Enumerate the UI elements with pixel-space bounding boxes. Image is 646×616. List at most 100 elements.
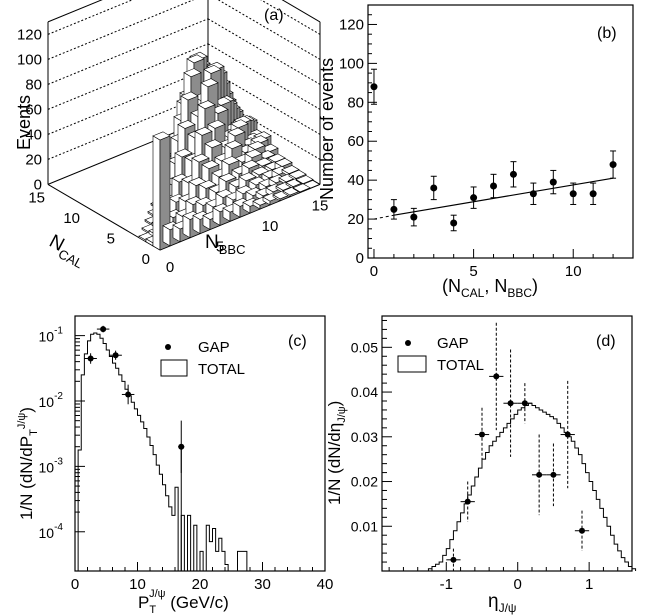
c-y-label-3-base: 10 (39, 525, 55, 541)
b-point (569, 182, 577, 205)
c-y-label-1: 10-2 (39, 391, 64, 410)
a-grid-right-60 (207, 43, 321, 110)
panel-d-ylabel-sub: J/ψ (336, 406, 348, 423)
a-y-tick-10: 10 (262, 218, 279, 235)
panel-b-xlabel-mid: , N (484, 276, 507, 296)
panel-d-gap-points (446, 322, 590, 571)
c-point-marker (100, 326, 107, 333)
c-point-marker (178, 443, 185, 450)
a-grid-right-100 (217, 0, 321, 60)
d-gap-point (489, 322, 504, 431)
panel-a-ylabel-sub: BBC (219, 242, 246, 257)
a-bar-top (295, 175, 314, 184)
a-z-tick-80: 80 (25, 76, 42, 93)
a-bar-top (292, 183, 311, 193)
a-bar-top (180, 91, 199, 101)
panel-d-legend-gap-marker (405, 340, 411, 346)
a-bar (295, 175, 314, 185)
panel-c-xlabel-units: (GeV/c) (165, 593, 228, 612)
panel-c-legend-gap-marker (165, 344, 171, 350)
panel-d-label: (d) (596, 333, 616, 350)
panel-d-legend: GAP TOTAL (397, 335, 484, 374)
b-point-marker (370, 83, 378, 91)
panel-c-xlabel-sup: J/ψ (149, 588, 166, 600)
d-point-marker (564, 431, 571, 438)
panel-c-legend-total: TOTAL (198, 361, 245, 378)
a-y-tick-5: 5 (216, 239, 224, 256)
panel-a-label: (a) (264, 7, 284, 24)
panel-d-xlabel-sub: J/ψ (499, 601, 517, 615)
a-bar-top (152, 131, 171, 141)
d-point-marker (450, 556, 457, 563)
a-x-tick-5: 5 (107, 231, 115, 248)
panel-b-xlabel: (NCAL, NBBC) (442, 276, 538, 300)
a-z-tick-60: 60 (25, 101, 42, 118)
panel-d-ylabel-main: 1/N (dN/dη (325, 423, 344, 505)
c-point-marker (112, 352, 119, 359)
a-bar-top (207, 119, 226, 129)
c-point-marker (87, 355, 94, 362)
c-y-label-3: 10-4 (39, 522, 64, 541)
a-bar (152, 131, 171, 251)
a-x-tick-10: 10 (63, 210, 80, 227)
panel-b-xlabel-sub1: CAL (461, 286, 485, 300)
panel-a-ylabel-main: N (205, 232, 219, 253)
d-gap-point (546, 443, 561, 507)
a-top-edge-right (281, 0, 321, 23)
a-bar-top (201, 160, 220, 170)
b-point-marker (569, 190, 577, 198)
c-y-label-2: 10-3 (39, 456, 64, 475)
b-point (410, 207, 418, 227)
a-bar-top (200, 78, 219, 88)
a-top-edge-left (47, 0, 103, 23)
panel-c-legend-gap: GAP (198, 339, 230, 356)
b-point-marker (509, 170, 517, 178)
d-x-label-1: 0 (514, 576, 522, 593)
d-point-marker (493, 373, 500, 380)
panel-b-frame (367, 4, 634, 259)
a-bar-top (267, 153, 286, 163)
panel-b-xlabel-close: ) (532, 276, 538, 296)
b-x-label-5: 5 (469, 263, 477, 280)
panel-d-legend-total-marker (397, 355, 427, 373)
c-y-label-1-exp: -2 (54, 391, 63, 402)
panel-b-fit-line (373, 177, 614, 220)
a-grid-right-80 (207, 18, 321, 85)
a-y-tick-15: 15 (312, 198, 329, 215)
b-y-label-80: 80 (347, 94, 364, 111)
d-y-label-1: 0.02 (351, 474, 378, 490)
panel-b-ticks: 0 20 40 60 80 100 120 0 5 10 (339, 14, 614, 280)
c-gap-point (178, 420, 185, 473)
a-bar-top (218, 172, 237, 182)
c-x-label-10: 10 (129, 576, 146, 593)
a-bar-top (204, 139, 223, 149)
panel-d-ylabel: 1/N (dN/dηJ/ψ) (325, 401, 348, 505)
c-x-label-30: 30 (254, 576, 271, 593)
a-z-tick-0: 0 (34, 176, 42, 193)
panel-d-legend-gap: GAP (437, 335, 469, 352)
b-point (549, 169, 557, 195)
a-bar-top (274, 158, 293, 167)
a-z-tick-120: 120 (17, 26, 42, 43)
b-point-marker (390, 205, 398, 213)
c-y-label-2-exp: -3 (54, 456, 63, 467)
a-bar-top (194, 126, 213, 136)
panel-c-legend: GAP TOTAL (160, 339, 245, 378)
d-y-label-2: 0.03 (351, 429, 378, 445)
d-x-label-2: 1 (585, 576, 593, 593)
a-x-tick-15: 15 (28, 190, 45, 207)
panel-c-xlabel: PT J/ψ (GeV/c) (138, 588, 229, 616)
panel-c-ylabel: 1/N (dN/dPTJ/ψ) (16, 407, 40, 520)
panel-d-total-histogram (424, 402, 637, 572)
a-bar-top (183, 68, 202, 78)
a-bar-top (177, 119, 196, 129)
a-bar-top (186, 54, 205, 64)
panel-c-xlabel-main: P (138, 593, 149, 612)
d-point-marker (479, 431, 485, 438)
a-grid-left-100 (47, 0, 195, 60)
d-gap-point (446, 548, 461, 571)
b-point (370, 68, 378, 105)
a-bar-top (221, 156, 240, 165)
